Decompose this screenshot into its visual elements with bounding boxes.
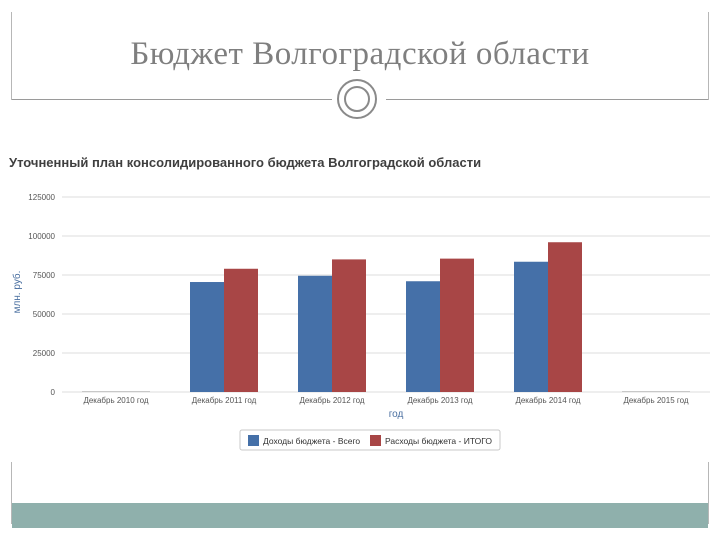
x-tick-label: Декабрь 2013 год: [407, 396, 472, 405]
footer-bar: [12, 503, 708, 528]
frame-line-right: [708, 12, 709, 100]
legend: Доходы бюджета - Всего Расходы бюджета - …: [239, 429, 501, 451]
x-tick-label: Декабрь 2011 год: [192, 396, 257, 405]
bar: [440, 258, 474, 392]
x-tick-label: Декабрь 2010 год: [83, 396, 148, 405]
y-tick-label: 0: [51, 388, 56, 397]
bars: [82, 242, 690, 392]
bar: [332, 259, 366, 392]
bar: [298, 275, 332, 392]
x-tick-label: Декабрь 2014 год: [515, 396, 580, 405]
y-tick-label: 125000: [28, 193, 55, 202]
y-tick-label: 100000: [28, 232, 55, 241]
x-axis-ticks: Декабрь 2010 год Декабрь 2011 год Декабрь …: [83, 396, 688, 405]
chart-title: Уточненный план консолидированного бюдже…: [9, 155, 481, 170]
circle-ornament-inner: [344, 86, 370, 112]
y-tick-label: 50000: [33, 310, 56, 319]
legend-label: Доходы бюджета - Всего: [263, 436, 360, 446]
legend-swatch: [248, 435, 259, 446]
legend-swatch: [370, 435, 381, 446]
y-axis-label: млн. руб.: [11, 271, 23, 314]
x-tick-label: Декабрь 2015 год: [623, 396, 688, 405]
gridlines: [62, 196, 710, 393]
x-tick-label: Декабрь 2012 год: [299, 396, 364, 405]
bar: [548, 242, 582, 392]
y-tick-label: 25000: [33, 349, 56, 358]
x-axis-label: год: [389, 409, 404, 420]
y-axis-ticks: 0 25000 50000 75000 100000 125000: [28, 193, 55, 397]
frame-line-left: [11, 12, 12, 100]
bar: [224, 268, 258, 392]
bar: [514, 261, 548, 392]
bar: [406, 281, 440, 392]
bar-chart: Уточненный план консолидированного бюдже…: [9, 155, 710, 451]
y-tick-label: 75000: [33, 271, 56, 280]
frame-line-right-bottom: [708, 462, 709, 524]
bar: [190, 282, 224, 392]
slide-title: Бюджет Волгоградской области: [130, 36, 590, 72]
legend-label: Расходы бюджета - ИТОГО: [385, 436, 492, 446]
frame-line-left-bottom: [11, 462, 12, 524]
circle-ornament-icon: [337, 79, 377, 119]
title-rule-left: [12, 99, 332, 100]
title-rule-right: [386, 99, 708, 100]
